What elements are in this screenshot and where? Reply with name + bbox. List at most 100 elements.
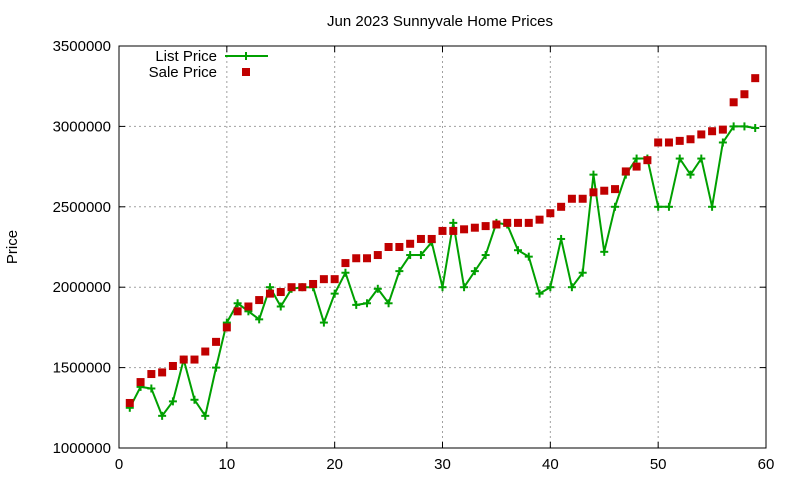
sale-price-point <box>201 347 210 356</box>
list-price-point <box>190 395 199 404</box>
list-price-point <box>686 170 695 179</box>
x-tick-label: 30 <box>434 456 451 473</box>
sale-price-point <box>513 218 522 227</box>
y-tick-label: 1000000 <box>53 440 111 457</box>
y-tick-label: 1500000 <box>53 360 111 377</box>
series-sale-price <box>125 74 760 407</box>
list-price-point <box>751 124 760 133</box>
plot-frame <box>118 45 767 449</box>
list-price-point <box>168 397 177 406</box>
sale-price-point <box>740 90 749 99</box>
y-tick-label: 3500000 <box>53 38 111 55</box>
sale-price-point <box>664 138 673 147</box>
sale-price-point <box>546 209 555 218</box>
sale-price-point <box>416 234 425 243</box>
sale-price-point <box>611 185 620 194</box>
list-price-point <box>654 202 663 211</box>
sale-price-point <box>352 254 361 263</box>
sale-price-point <box>309 279 318 288</box>
sale-price-point <box>265 289 274 298</box>
list-price-point <box>740 122 749 131</box>
legend-marker-sale-price <box>242 68 250 76</box>
sale-price-point <box>136 378 145 387</box>
list-price-point <box>319 318 328 327</box>
y-tick-label: 2000000 <box>53 279 111 296</box>
sale-price-point <box>158 368 167 377</box>
sale-price-point <box>535 215 544 224</box>
sale-price-point <box>276 288 285 297</box>
sale-price-point <box>621 167 630 176</box>
sale-price-point <box>589 188 598 197</box>
legend-item-list-price: List Price <box>155 48 268 65</box>
sale-price-point <box>708 127 717 136</box>
sale-price-point <box>729 98 738 107</box>
sale-price-point <box>179 355 188 364</box>
list-price-point <box>363 299 372 308</box>
legend-label-sale-price: Sale Price <box>149 64 217 81</box>
list-price-point <box>611 202 620 211</box>
sale-price-point <box>222 323 231 332</box>
sale-price-point <box>751 74 760 83</box>
sale-price-point <box>697 130 706 139</box>
sale-price-point <box>481 222 490 231</box>
sale-price-point <box>470 223 479 232</box>
list-price-point <box>513 246 522 255</box>
sale-price-point <box>578 194 587 203</box>
list-price-point <box>589 170 598 179</box>
sale-price-point <box>395 243 404 251</box>
x-tick-label: 40 <box>542 456 559 473</box>
x-tick-label: 60 <box>758 456 775 473</box>
legend-item-sale-price: Sale Price <box>149 64 250 81</box>
list-price-point <box>718 138 727 147</box>
list-price-point <box>524 252 533 261</box>
list-price-point <box>384 299 393 308</box>
sale-price-point <box>567 194 576 203</box>
list-price-point <box>147 384 156 393</box>
list-price-point <box>212 363 221 372</box>
sale-price-point <box>460 225 469 234</box>
sale-price-point <box>686 135 695 144</box>
sale-price-point <box>244 302 253 311</box>
x-tick-label: 50 <box>650 456 667 473</box>
sale-price-point <box>449 226 458 235</box>
series-layer <box>125 74 760 420</box>
sale-price-point <box>600 186 609 195</box>
y-tick-label: 2500000 <box>53 199 111 216</box>
sale-price-point <box>147 370 156 379</box>
sale-price-point <box>341 259 350 268</box>
sale-price-point <box>363 254 372 263</box>
list-price-point <box>470 267 479 276</box>
list-price-point <box>460 283 469 292</box>
list-price-point <box>567 283 576 292</box>
sale-price-point <box>233 307 242 316</box>
list-price-point <box>330 289 339 298</box>
y-axis: 1000000 1500000 2000000 2500000 3000000 35000… <box>53 38 766 457</box>
list-price-point <box>201 411 210 420</box>
list-price-point <box>395 267 404 276</box>
sale-price-point <box>632 162 641 171</box>
list-price-point <box>352 300 361 309</box>
sale-price-point <box>212 337 221 346</box>
list-price-point <box>708 202 717 211</box>
sale-price-point <box>319 275 328 284</box>
list-price-point <box>557 234 566 243</box>
legend-label-list-price: List Price <box>155 48 217 65</box>
list-price-point <box>438 283 447 292</box>
list-price-point <box>233 299 242 308</box>
x-axis: 0 10 20 30 40 50 60 <box>115 46 775 473</box>
list-price-point <box>481 251 490 260</box>
list-price-point <box>373 284 382 293</box>
sale-price-point <box>438 226 447 235</box>
list-price-point <box>697 154 706 163</box>
list-price-point <box>158 411 167 420</box>
list-price-point <box>341 268 350 277</box>
list-price-point <box>406 251 415 260</box>
sale-price-point <box>503 218 512 227</box>
list-price-point <box>675 154 684 163</box>
sale-price-point <box>373 251 382 260</box>
x-tick-label: 0 <box>115 456 123 473</box>
sale-price-point <box>654 138 663 147</box>
